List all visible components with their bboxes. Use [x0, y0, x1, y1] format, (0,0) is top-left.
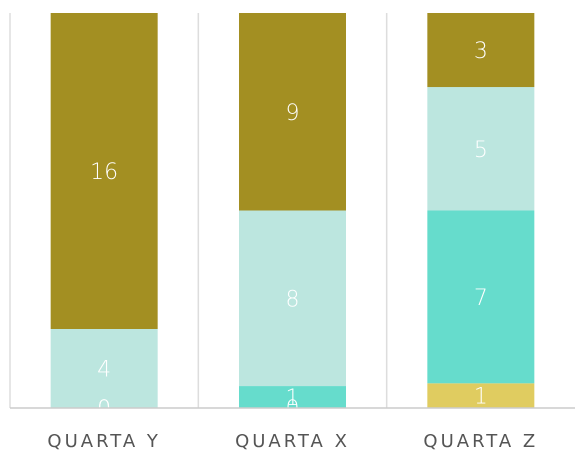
value-label: 5: [474, 138, 488, 163]
value-label: 8: [286, 287, 300, 312]
bar-segment: [427, 383, 535, 408]
bar-segment: [427, 13, 535, 88]
x-tick-label: QUARTA X: [235, 431, 350, 452]
x-tick-label: QUARTA Y: [47, 431, 160, 452]
bar-segment: [239, 210, 346, 387]
bar-segment: [239, 386, 346, 408]
bar-segment: [239, 13, 346, 211]
bar-segment: [50, 13, 158, 329]
value-label: 9: [286, 101, 300, 126]
value-label: 0: [97, 397, 111, 422]
bar-segment: [427, 210, 535, 384]
value-label: 4: [97, 358, 111, 383]
value-label: 0: [97, 397, 111, 422]
value-label: 7: [474, 286, 488, 311]
value-label: 16: [90, 160, 118, 185]
bar-segment: [50, 329, 158, 408]
bar-segment: [427, 87, 535, 211]
value-label: 1: [474, 385, 488, 410]
value-label: 3: [474, 39, 488, 64]
value-label: 1: [286, 386, 300, 411]
value-label: 0: [286, 397, 300, 422]
x-tick-label: QUARTA Z: [423, 431, 538, 452]
